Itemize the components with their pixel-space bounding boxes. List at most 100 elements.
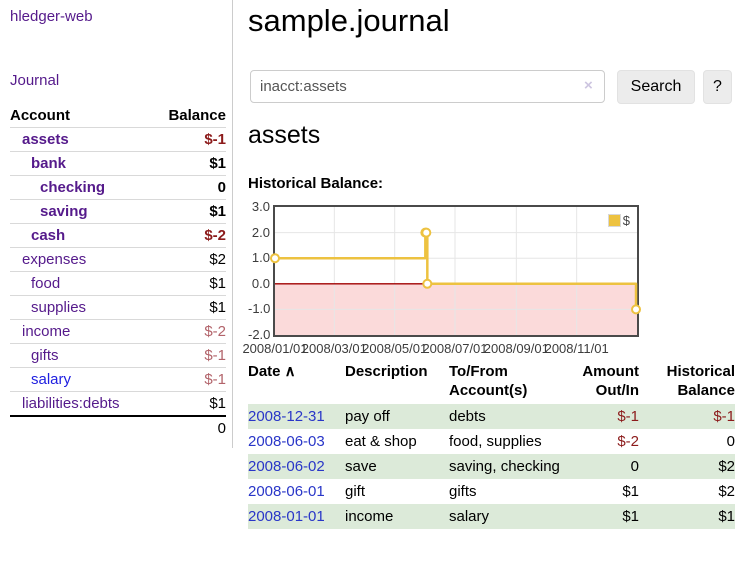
app-title-link[interactable]: hledger-web [10,8,93,25]
account-name-cell: income [10,320,152,344]
transaction-description: save [345,458,377,475]
x-axis-tick-label: 2008/09/01 [483,341,549,356]
register-header-historical-balance: Historical Balance [666,363,735,399]
account-balance: $-1 [204,131,226,148]
register-table: Date ∧ Description To/From Account(s) Amoun… [248,360,735,529]
account-name-cell: supplies [10,296,152,320]
legend-label: $ [622,213,630,228]
sidebar-account-link-saving[interactable]: saving [40,203,88,220]
account-balance: $1 [209,275,226,292]
account-row: gifts $-1 [10,343,226,368]
account-row: checking 0 [10,175,226,200]
transaction-amount: 0 [630,458,639,475]
main-content: sample.journal × Search ? assets Histori… [242,0,735,529]
accounts-total-row: 0 [10,416,226,440]
x-axis-tick-label: 2008/03/01 [301,341,367,356]
data-point-marker [631,304,642,315]
sidebar-item-journal[interactable]: Journal [10,72,60,89]
x-axis-tick-label: 2008/01/01 [242,341,308,356]
account-row: income $-2 [10,319,226,344]
transaction-description: eat & shop [345,433,417,450]
transaction-balance: $-1 [713,408,735,425]
account-balance: $1 [209,395,226,412]
sidebar-account-link-assets[interactable]: assets [22,131,69,148]
transaction-balance: 0 [726,433,735,450]
data-point-marker [422,278,433,289]
chart-title: Historical Balance: [248,175,384,192]
chart-plot: $ [270,205,642,337]
sidebar: hledger-web Journal Account Balance asse… [0,0,233,448]
data-point-marker [421,227,432,238]
sidebar-account-link-income[interactable]: income [22,323,71,340]
transaction-date-link[interactable]: 2008-06-03 [248,433,325,450]
register-header-date[interactable]: Date ∧ [248,363,296,380]
page-title: sample.journal [248,3,450,38]
sort-ascending-icon[interactable]: ∧ [280,363,296,380]
sidebar-account-link-salary[interactable]: salary [31,371,72,388]
transaction-accounts: gifts [449,483,477,500]
search-input[interactable] [250,70,605,103]
sidebar-account-link-liabilities-debts[interactable]: liabilities:debts [22,395,120,412]
x-axis-tick-label: 2008/11/01 [544,341,609,356]
sidebar-account-link-cash[interactable]: cash [31,227,66,244]
account-row: bank $1 [10,151,226,176]
register-header-amount-out-in: Amount Out/In [582,363,639,399]
transaction-balance: $2 [718,483,735,500]
transaction-accounts: debts [449,408,486,425]
sidebar-account-link-bank[interactable]: bank [31,155,67,172]
y-axis-tick-label: 3.0 [251,199,270,214]
sidebar-account-link-gifts[interactable]: gifts [31,347,59,364]
account-balance: $-2 [204,227,226,244]
help-button[interactable]: ? [703,70,732,104]
transaction-date-link[interactable]: 2008-06-02 [248,458,325,475]
x-axis-tick-label: 2008/05/01 [362,341,428,356]
transaction-row: 2008-12-31 pay off debts $-1 $-1 [248,404,735,429]
account-row: cash $-2 [10,223,226,248]
y-axis-tick-label: 0.0 [251,275,270,291]
account-name-cell: food [10,272,152,296]
search-form: × Search ? [250,70,735,104]
account-balance: $-2 [204,323,226,340]
accounts-table: Account Balance assets $-1 bank $1 checking 0… [10,104,226,440]
clear-search-icon[interactable]: × [584,77,593,94]
sidebar-account-link-checking[interactable]: checking [40,179,106,196]
sidebar-account-link-expenses[interactable]: expenses [22,251,87,268]
account-heading: assets [248,121,321,149]
account-balance: 0 [217,179,226,196]
account-name-cell: checking [10,176,152,200]
transaction-date-link[interactable]: 2008-01-01 [248,508,325,525]
sidebar-account-link-supplies[interactable]: supplies [31,299,87,316]
transaction-row: 2008-06-01 gift gifts $1 $2 [248,479,735,504]
legend-swatch-icon [607,214,621,227]
transaction-date-link[interactable]: 2008-06-01 [248,483,325,500]
transaction-accounts: food, supplies [449,433,542,450]
account-name-cell: assets [10,128,152,152]
transaction-accounts: salary [449,508,490,525]
transaction-accounts: saving, checking [449,458,560,475]
transaction-description: gift [345,483,366,500]
data-point-marker [270,253,280,264]
accounts-total-value: 0 [217,420,226,437]
account-name-cell: liabilities:debts [10,392,152,417]
account-name-cell: gifts [10,344,152,368]
account-name-cell: bank [10,152,152,176]
account-row: liabilities:debts $1 [10,391,226,417]
register-header-description: Description [345,363,428,380]
sidebar-account-link-food[interactable]: food [31,275,61,292]
accounts-header-balance: Balance [168,107,226,124]
account-row: saving $1 [10,199,226,224]
transaction-date-link[interactable]: 2008-12-31 [248,408,325,425]
account-row: salary $-1 [10,367,226,392]
account-balance: $-1 [204,347,226,364]
transaction-balance: $1 [718,508,735,525]
y-axis-tick-label: 1.0 [251,250,270,266]
accounts-header-row: Account Balance [10,104,226,128]
transaction-amount: $1 [622,483,639,500]
y-axis-tick-label: -2.0 [248,327,271,342]
transaction-amount: $-2 [617,433,639,450]
search-button[interactable]: Search [617,70,695,104]
account-row: food $1 [10,271,226,296]
transaction-date-cell: 2008-06-02 [248,454,345,479]
account-name-cell: expenses [10,248,152,272]
y-axis-tick-label: -1.0 [248,301,271,317]
